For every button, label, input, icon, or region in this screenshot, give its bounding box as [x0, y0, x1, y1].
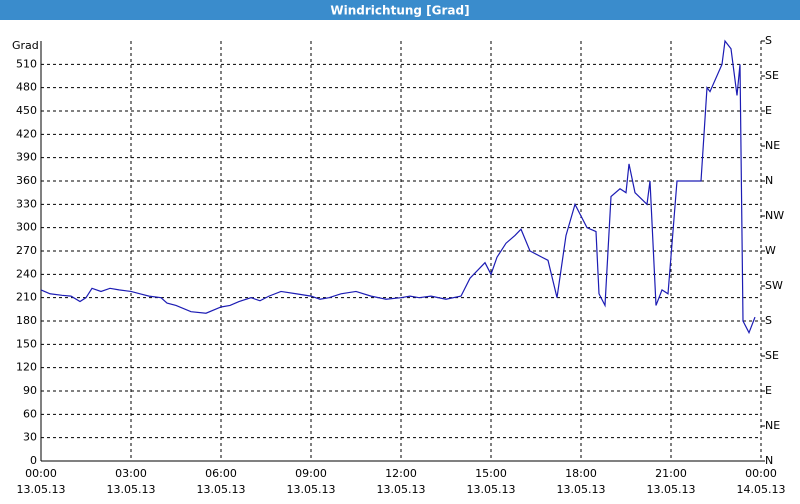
- chart-title: Windrichtung [Grad]: [330, 4, 469, 18]
- y2-tick-label: N: [765, 454, 773, 467]
- y-tick-label: 300: [16, 221, 37, 234]
- y-tick-label: 270: [16, 244, 37, 257]
- y-tick-label: 330: [16, 197, 37, 210]
- y-tick-label: 450: [16, 104, 37, 117]
- y-tick-label: 120: [16, 361, 37, 374]
- x-tick-date: 13.05.13: [377, 483, 426, 496]
- x-tick-label: 06:00: [205, 467, 237, 480]
- y-tick-label: 420: [16, 127, 37, 140]
- x-tick-date: 13.05.13: [467, 483, 516, 496]
- x-tick-date: 13.05.13: [197, 483, 246, 496]
- x-tick-label: 15:00: [475, 467, 507, 480]
- x-tick-label: 09:00: [295, 467, 327, 480]
- y2-tick-label: NE: [765, 419, 780, 432]
- y-axis-title: Grad: [12, 39, 39, 52]
- y2-tick-label: SW: [765, 279, 783, 292]
- y2-tick-label: SE: [765, 69, 779, 82]
- y-tick-label: 90: [23, 384, 37, 397]
- x-tick-label: 12:00: [385, 467, 417, 480]
- y2-tick-label: NW: [765, 209, 784, 222]
- title-bar: [0, 0, 800, 20]
- data-line: [40, 39, 756, 335]
- y-tick-label: 0: [30, 454, 37, 467]
- y-tick-label: 510: [16, 57, 37, 70]
- y-tick-label: 150: [16, 337, 37, 350]
- y2-tick-label: NE: [765, 139, 780, 152]
- y2-tick-label: SE: [765, 349, 779, 362]
- y2-tick-label: S: [765, 314, 772, 327]
- x-tick-label: 21:00: [655, 467, 687, 480]
- y-tick-label: 60: [23, 407, 37, 420]
- y-tick-label: 360: [16, 174, 37, 187]
- y-tick-label: 180: [16, 314, 37, 327]
- x-tick-date: 14.05.13: [737, 483, 786, 496]
- y2-tick-label: E: [765, 104, 772, 117]
- y2-tick-label: E: [765, 384, 772, 397]
- x-tick-date: 13.05.13: [17, 483, 66, 496]
- x-tick-date: 13.05.13: [647, 483, 696, 496]
- x-tick-date: 13.05.13: [107, 483, 156, 496]
- y-tick-label: 390: [16, 151, 37, 164]
- y-tick-label: 30: [23, 431, 37, 444]
- x-tick-date: 13.05.13: [557, 483, 606, 496]
- x-tick-label: 00:00: [25, 467, 57, 480]
- y2-tick-label: N: [765, 174, 773, 187]
- y2-tick-label: W: [765, 244, 776, 257]
- y-tick-label: 210: [16, 291, 37, 304]
- x-tick-date: 13.05.13: [287, 483, 336, 496]
- y2-tick-label: S: [765, 34, 772, 47]
- x-tick-label: 03:00: [115, 467, 147, 480]
- x-tick-label: 18:00: [565, 467, 597, 480]
- y-tick-label: 480: [16, 81, 37, 94]
- x-tick-label: 00:00: [745, 467, 777, 480]
- y-tick-label: 240: [16, 267, 37, 280]
